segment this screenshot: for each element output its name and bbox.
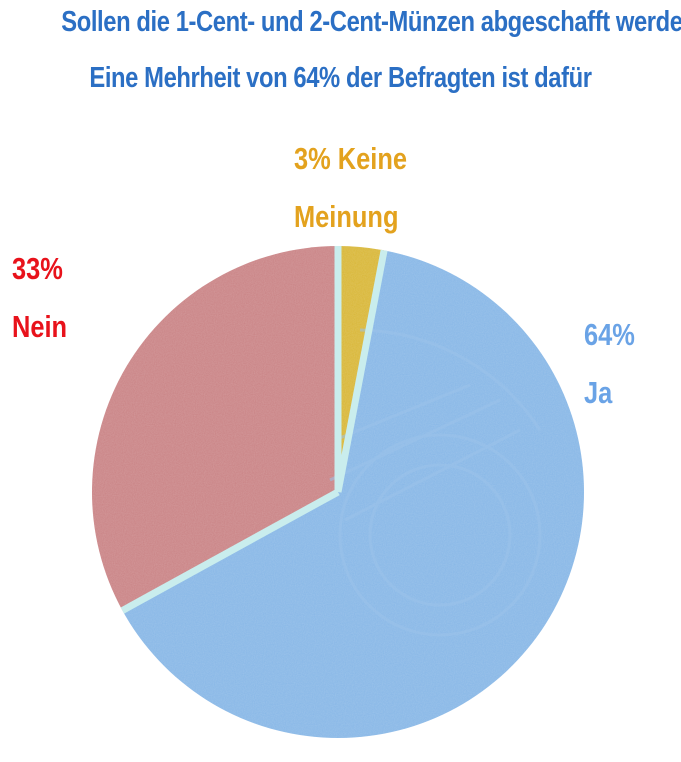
pie-slice-texture [92, 246, 338, 611]
pie-slice-texture [122, 250, 585, 739]
coin-engraving-line [329, 398, 501, 482]
coin-engraving-line [334, 383, 471, 442]
coin-texture [329, 328, 542, 637]
label-nein-pct: 33% [12, 251, 63, 286]
slice-separators [120, 246, 388, 614]
coin-rim-arc [359, 328, 542, 431]
label-keine-meinung-name: Meinung [294, 199, 399, 234]
slice-separator-line [334, 249, 388, 493]
coin-inner-ring [338, 433, 542, 637]
slice-separator-line [120, 488, 340, 614]
label-ja: 64% Ja [584, 306, 635, 422]
chart-title: Sollen die 1-Cent- und 2-Cent-Münzen abg… [61, 6, 681, 38]
label-keine-meinung: 3% Keine Meinung [294, 130, 407, 246]
label-nein: 33% Nein [12, 240, 67, 356]
coin-engraving-line [344, 428, 521, 522]
coin-inner-ring-2 [368, 463, 512, 607]
label-ja-name: Ja [584, 375, 613, 410]
pie-slices [92, 246, 585, 739]
chart-subtitle: Eine Mehrheit von 64% der Befragten ist … [89, 62, 592, 94]
label-keine-meinung-pct: 3% Keine [294, 141, 408, 176]
label-nein-name: Nein [12, 309, 68, 344]
label-ja-pct: 64% [584, 317, 635, 352]
